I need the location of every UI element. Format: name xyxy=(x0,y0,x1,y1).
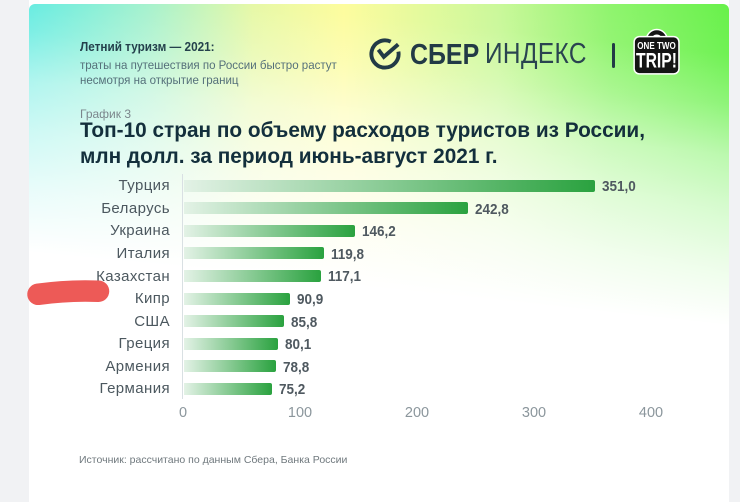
svg-text:TRIP!: TRIP! xyxy=(636,49,677,73)
svg-text:ONE TWO: ONE TWO xyxy=(637,40,676,52)
